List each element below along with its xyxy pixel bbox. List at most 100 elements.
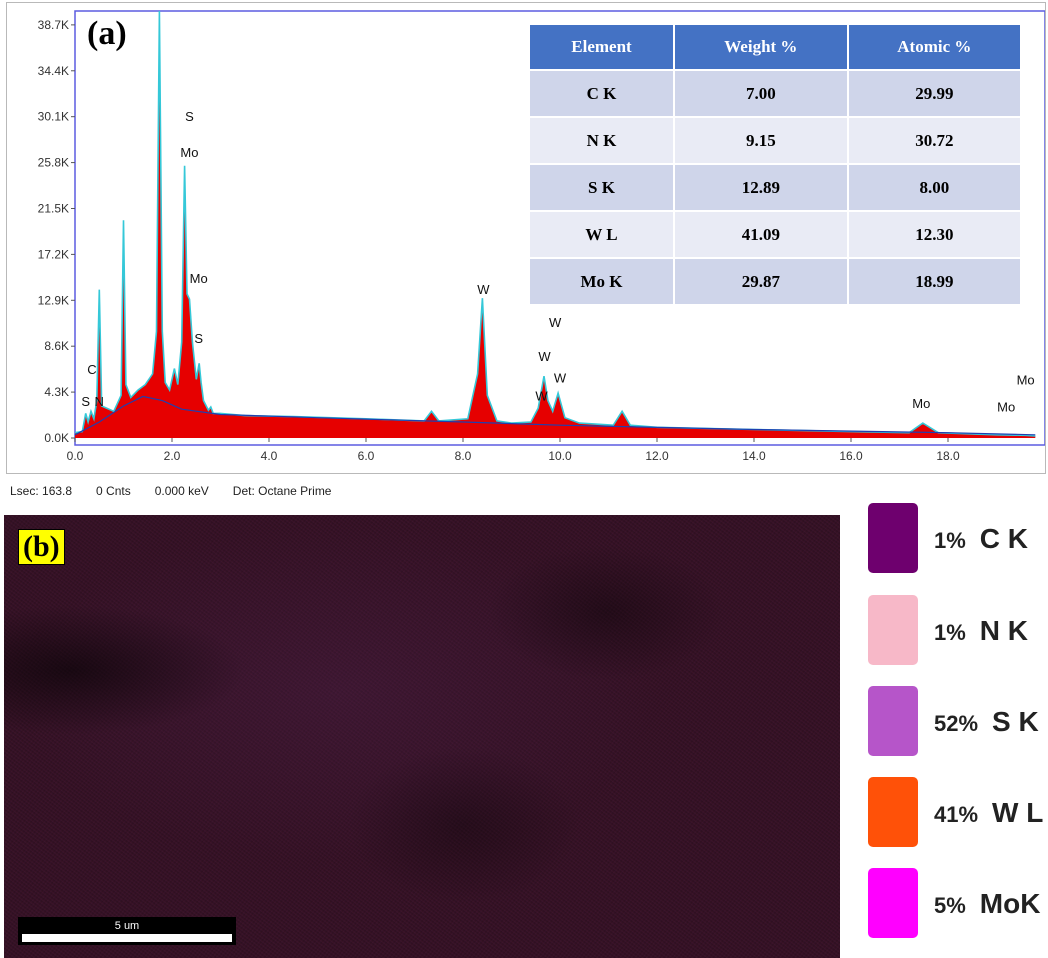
legend-label-s: 52% S K xyxy=(934,706,1039,738)
x-tick-label: 0.0 xyxy=(67,449,84,463)
spectrum-area xyxy=(75,11,1036,438)
peak-label: W xyxy=(477,282,490,297)
legend-percent: 41% xyxy=(934,802,979,827)
legend-element: MoK xyxy=(979,888,1041,919)
legend-swatch-w xyxy=(868,777,918,847)
legend-label-n: 1% N K xyxy=(934,615,1028,647)
x-tick-label: 12.0 xyxy=(645,449,669,463)
peak-label: S xyxy=(81,394,90,409)
peak-label: Mo xyxy=(997,399,1015,414)
y-tick-label: 0.0K xyxy=(44,431,69,445)
y-tick-label: 17.2K xyxy=(38,247,69,261)
cell-atomic: 8.00 xyxy=(848,165,1020,210)
status-detector: Det: Octane Prime xyxy=(232,484,332,498)
x-tick-label: 4.0 xyxy=(261,449,278,463)
panel-a-label: (a) xyxy=(87,15,127,52)
y-tick-label: 12.9K xyxy=(38,293,69,307)
x-tick-label: 18.0 xyxy=(936,449,960,463)
peak-label: W xyxy=(554,370,567,385)
x-tick-label: 8.0 xyxy=(455,449,472,463)
legend-label-mo: 5% MoK xyxy=(934,888,1040,920)
cell-weight: 12.89 xyxy=(674,165,849,210)
column-header-element: Element xyxy=(530,25,675,69)
legend-item-s: 52% S K xyxy=(868,686,1048,756)
cell-element: Mo K xyxy=(530,259,675,304)
table-row: S K 12.89 8.00 xyxy=(530,165,1020,210)
cell-element: W L xyxy=(530,212,675,257)
cell-atomic: 29.99 xyxy=(848,71,1020,116)
legend-percent: 1% xyxy=(934,620,966,645)
eds-spectrum-chart: 0.0K 4.3K 8.6K 12.9K 17.2K 21.5K 25.8K 30.1K 34.… xyxy=(38,10,1045,463)
cell-weight: 29.87 xyxy=(674,259,849,304)
table-header-row: Element Weight % Atomic % xyxy=(530,25,1020,69)
peak-label: C xyxy=(87,362,96,377)
status-lsec: Lsec: 163.8 xyxy=(10,484,73,498)
cell-atomic: 30.72 xyxy=(848,118,1020,163)
legend-swatch-s xyxy=(868,686,918,756)
status-energy: 0.000 keV xyxy=(154,484,209,498)
legend-element: W L xyxy=(992,797,1044,828)
x-tick-label: 2.0 xyxy=(164,449,181,463)
legend-item-w: 41% W L xyxy=(868,777,1048,847)
cell-element: S K xyxy=(530,165,675,210)
y-tick-label: 21.5K xyxy=(38,201,69,215)
y-tick-label: 4.3K xyxy=(44,385,69,399)
legend-swatch-mo xyxy=(868,868,918,938)
peak-label: Mo xyxy=(190,271,208,286)
peak-label: W xyxy=(538,349,551,364)
table-row: Mo K 29.87 18.99 xyxy=(530,259,1020,304)
background-curve xyxy=(74,395,1036,436)
peak-label: W xyxy=(549,315,562,330)
legend-label-w: 41% W L xyxy=(934,797,1043,829)
cell-element: N K xyxy=(530,118,675,163)
x-tick-label: 10.0 xyxy=(548,449,572,463)
legend-swatch-c xyxy=(868,503,918,573)
legend-item-c: 1% C K xyxy=(868,503,1048,573)
legend-element: S K xyxy=(992,706,1039,737)
eds-spectrum-panel: 0.0K 4.3K 8.6K 12.9K 17.2K 21.5K 25.8K 30.1K 34.… xyxy=(6,2,1046,474)
peak-label: Mo xyxy=(912,396,930,411)
x-axis-ticks: 0.0 2.0 4.0 6.0 8.0 10.0 12.0 14.0 16.0 18.0 xyxy=(67,438,960,463)
spectrum-outline xyxy=(74,10,1036,437)
peak-label: N xyxy=(95,394,104,409)
peak-label: Mo xyxy=(180,145,198,160)
legend-percent: 5% xyxy=(934,893,966,918)
plot-frame xyxy=(74,10,1045,446)
status-counts: 0 Cnts xyxy=(96,484,131,498)
x-tick-label: 6.0 xyxy=(358,449,375,463)
column-header-atomic: Atomic % xyxy=(848,25,1020,69)
peak-label: S xyxy=(194,331,203,346)
peak-label: Mo xyxy=(1017,373,1035,388)
legend-swatch-n xyxy=(868,595,918,665)
y-tick-label: 30.1K xyxy=(38,110,69,124)
legend-item-mo: 5% MoK xyxy=(868,868,1048,938)
scale-bar xyxy=(22,934,232,942)
panel-b-label: (b) xyxy=(18,529,65,565)
column-header-weight: Weight % xyxy=(674,25,849,69)
y-tick-label: 34.4K xyxy=(38,64,69,78)
legend-label-c: 1% C K xyxy=(934,523,1028,555)
cell-weight: 7.00 xyxy=(674,71,849,116)
element-composition-table: Element Weight % Atomic % C K 7.00 29.99… xyxy=(530,23,1020,306)
legend-percent: 52% xyxy=(934,711,979,736)
table-row: N K 9.15 30.72 xyxy=(530,118,1020,163)
cell-weight: 41.09 xyxy=(674,212,849,257)
legend-item-n: 1% N K xyxy=(868,595,1048,665)
table-row: W L 41.09 12.30 xyxy=(530,212,1020,257)
legend-element: N K xyxy=(979,615,1029,646)
y-tick-label: 38.7K xyxy=(38,18,69,32)
y-tick-label: 8.6K xyxy=(44,339,69,353)
status-bar: Lsec: 163.8 0 Cnts 0.000 keV Det: Octane Pr… xyxy=(10,484,355,498)
peak-label: S xyxy=(185,109,194,124)
cell-atomic: 18.99 xyxy=(848,259,1020,304)
cell-element: C K xyxy=(530,71,675,116)
peak-label: W xyxy=(535,389,548,404)
table-row: C K 7.00 29.99 xyxy=(530,71,1020,116)
legend-percent: 1% xyxy=(934,528,966,553)
peak-labels: WSMoMoSCSNWWWWWMoMoMo xyxy=(81,109,1035,414)
cell-weight: 9.15 xyxy=(674,118,849,163)
y-axis-ticks: 0.0K 4.3K 8.6K 12.9K 17.2K 21.5K 25.8K 30.1K 34.… xyxy=(38,18,75,445)
cell-atomic: 12.30 xyxy=(848,212,1020,257)
scale-bar-label: 5 um xyxy=(114,920,140,932)
scale-bar-box: 5 um xyxy=(18,917,236,945)
